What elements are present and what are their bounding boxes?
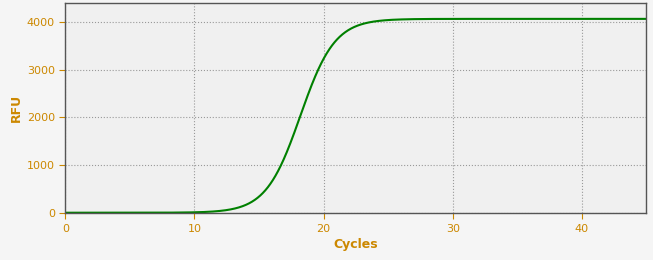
- X-axis label: Cycles: Cycles: [334, 238, 378, 251]
- Y-axis label: RFU: RFU: [10, 94, 23, 122]
